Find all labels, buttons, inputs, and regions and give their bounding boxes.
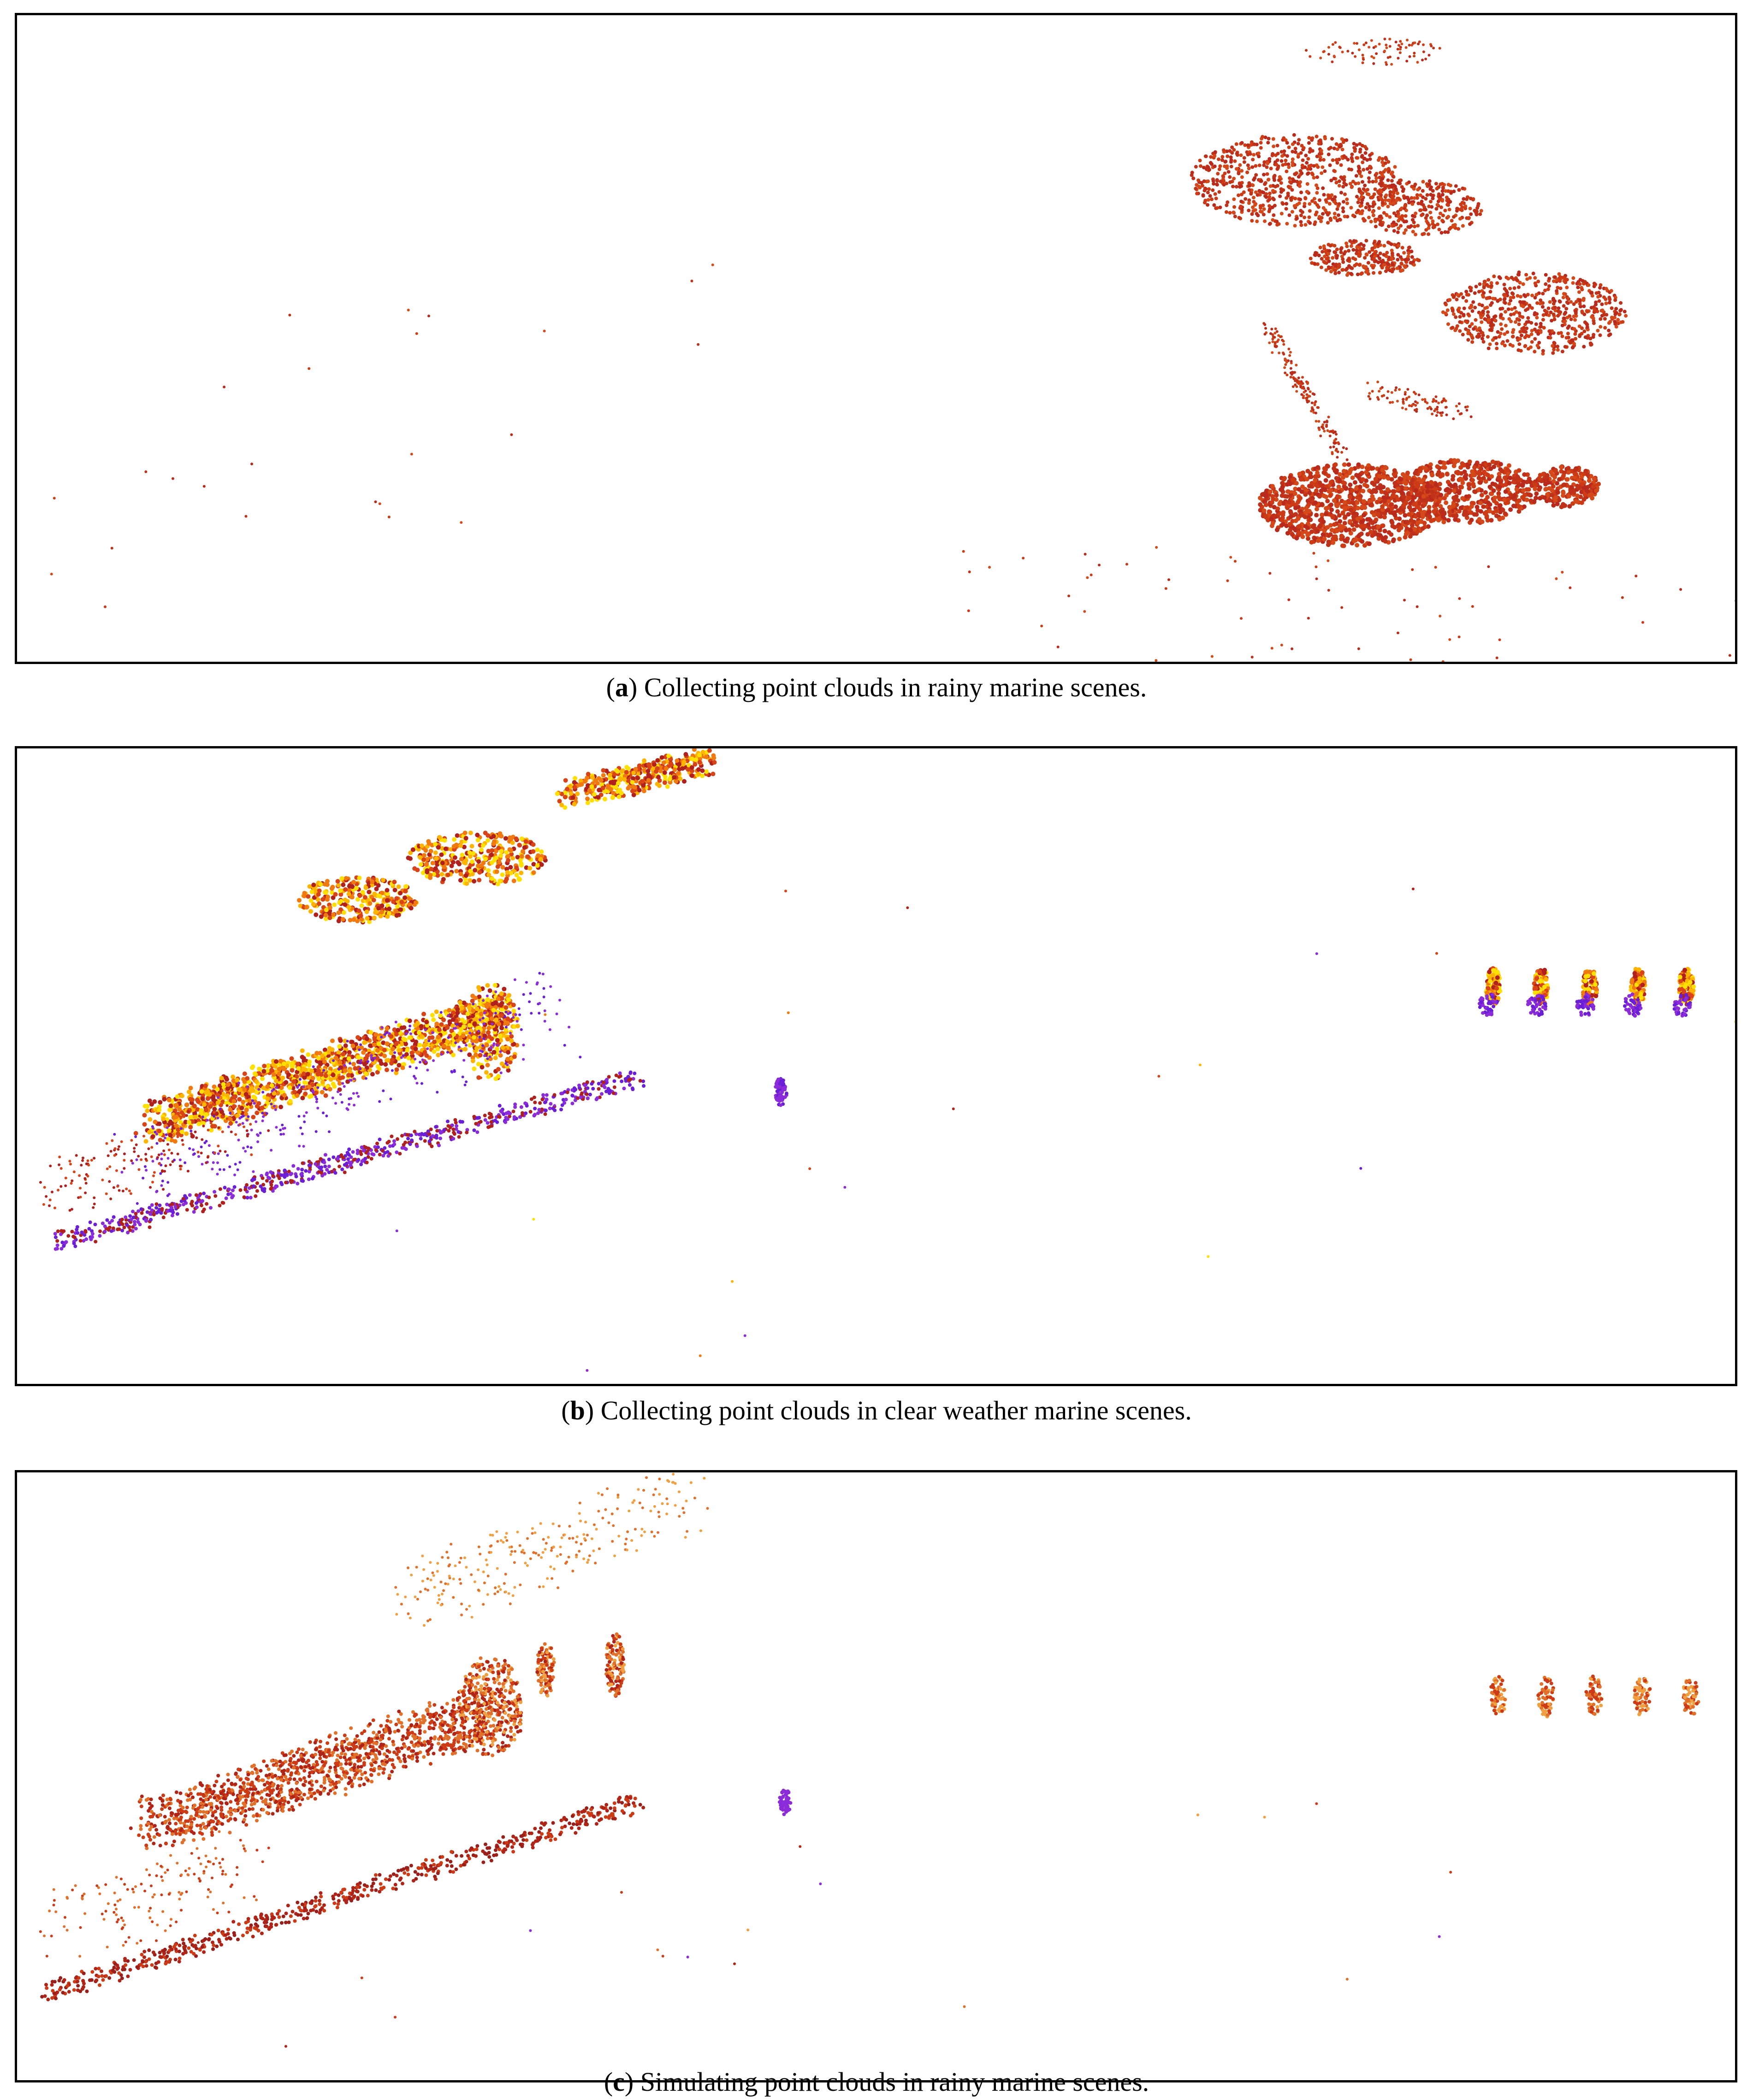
caption-c: (c) Simulating point clouds in rainy mar… (604, 2067, 1149, 2097)
caption-c-label: c (613, 2067, 625, 2097)
caption-a-label: a (615, 672, 628, 702)
caption-b-label: b (570, 1395, 585, 1425)
caption-b: (b) Collecting point clouds in clear wea… (561, 1395, 1192, 1425)
caption-b-text: Collecting point clouds in clear weather… (600, 1395, 1192, 1425)
point-cloud-rainy-collected (50, 37, 1735, 662)
caption-a-text: Collecting point clouds in rainy marine … (644, 672, 1147, 702)
point-cloud-rainy-simulated (39, 1472, 1700, 2048)
caption-a: (a) Collecting point clouds in rainy mar… (606, 672, 1147, 702)
caption-c-text: Simulating point clouds in rainy marine … (640, 2067, 1149, 2097)
panel-a-point-cloud (15, 13, 1737, 664)
panel-c-point-cloud (15, 1470, 1737, 2082)
point-cloud-clear-collected (39, 748, 1735, 1372)
panel-b-point-cloud (15, 746, 1737, 1386)
